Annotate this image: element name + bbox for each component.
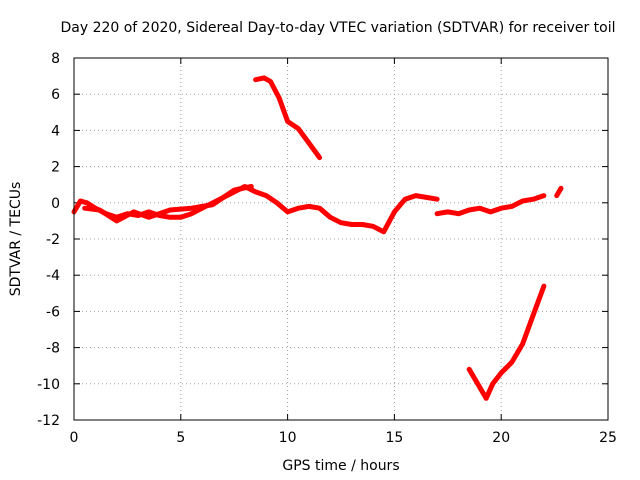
y-tick-label: -10 [37,377,60,393]
x-tick-label: 25 [599,430,617,446]
y-tick-label: -2 [46,232,60,248]
data-series [71,75,564,401]
series-segment-1 [71,184,440,235]
y-tick-label: 8 [51,51,60,67]
y-axis-title: SDTVAR / TECUs [8,182,24,297]
x-tick-label: 20 [492,430,510,446]
plot-frame [73,57,609,421]
y-tick-label: 0 [51,196,60,212]
y-tick-label: -6 [46,304,60,320]
x-tick-label: 0 [70,430,79,446]
x-tick-label: 15 [385,430,403,446]
x-axis-title: GPS time / hours [282,458,399,474]
tick-labels: 0 5 10 15 20 25 -12 -10 -8 -6 -4 -2 0 2 4 6 8 [37,51,617,446]
y-tick-label: -8 [46,341,60,357]
y-tick-label: 6 [51,87,60,103]
y-tick-label: -4 [46,268,60,284]
y-tick-label: -12 [37,413,60,429]
grid-lines [74,58,608,420]
x-tick-label: 5 [176,430,185,446]
series-segment-3 [434,193,547,217]
series-segment-5 [253,75,323,161]
chart-title: Day 220 of 2020, Sidereal Day-to-day VTE… [60,20,615,36]
axis-ticks [73,57,609,421]
series-segment-2 [82,184,254,224]
y-tick-label: 2 [51,160,60,176]
series-segment-6 [466,283,547,401]
x-tick-label: 10 [279,430,297,446]
series-segment-4 [554,185,564,199]
y-tick-label: 4 [51,123,60,139]
